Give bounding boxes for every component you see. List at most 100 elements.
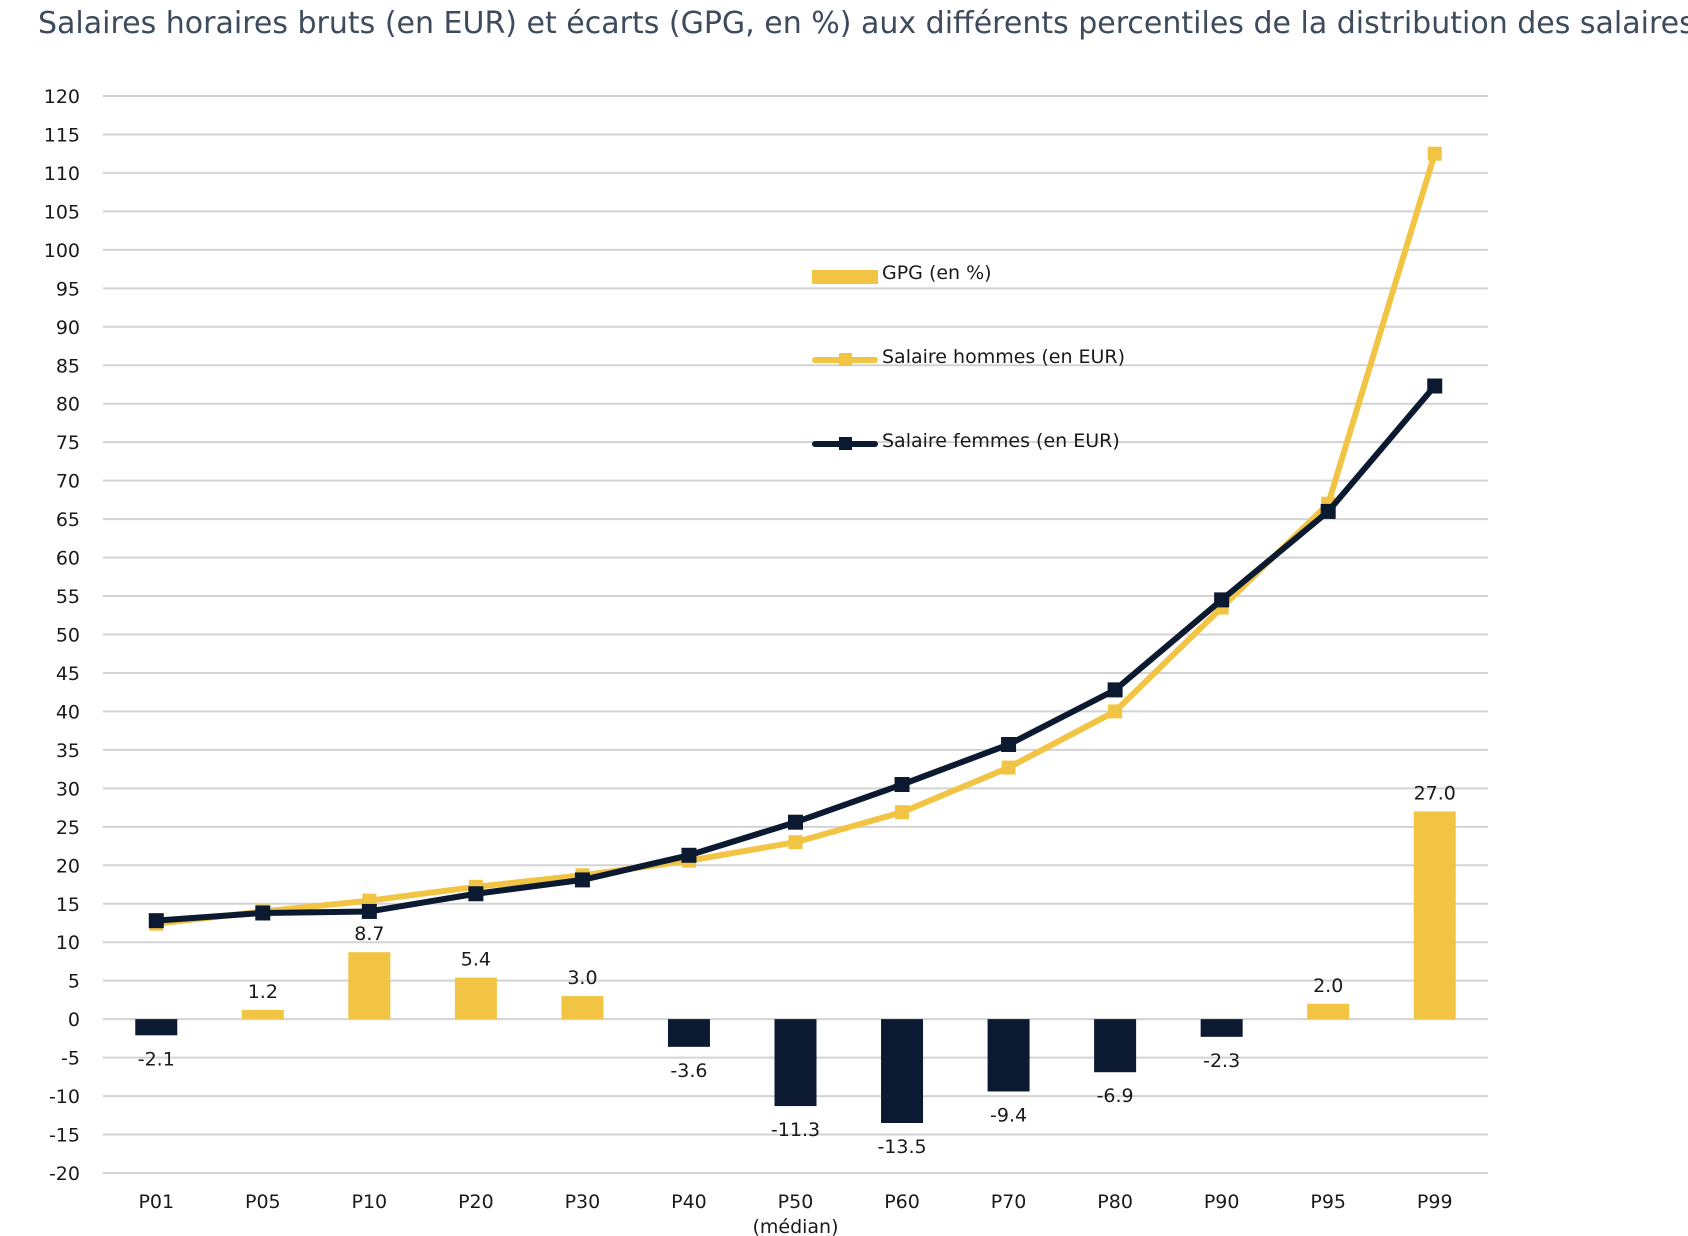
marker-hommes xyxy=(788,835,803,850)
gpg-data-label: -2.1 xyxy=(138,1048,175,1070)
gpg-data-label: -9.4 xyxy=(990,1104,1027,1126)
gpg-data-label: 8.7 xyxy=(354,923,384,945)
marker-femmes xyxy=(894,777,910,793)
salary-lines xyxy=(148,146,1443,931)
x-tick-label: P05 xyxy=(245,1191,281,1213)
x-tick-label: P99 xyxy=(1417,1191,1453,1213)
gpg-bar xyxy=(561,996,604,1020)
marker-hommes xyxy=(1427,146,1442,161)
marker-femmes xyxy=(255,905,271,921)
gpg-bars xyxy=(135,811,1456,1123)
gpg-data-label: 2.0 xyxy=(1313,975,1343,997)
marker-femmes xyxy=(1107,682,1123,698)
x-tick-label: P70 xyxy=(991,1191,1027,1213)
gpg-data-label: 5.4 xyxy=(461,949,491,971)
y-tick-label: 45 xyxy=(56,663,80,685)
gpg-bar xyxy=(348,952,391,1020)
y-tick-label: 20 xyxy=(56,855,80,877)
gpg-bar xyxy=(454,977,497,1020)
marker-femmes xyxy=(148,913,164,929)
gpg-data-label: 27.0 xyxy=(1414,782,1456,804)
marker-femmes xyxy=(788,814,803,830)
y-tick-label: 0 xyxy=(68,1009,80,1031)
legend-item-femmes: Salaire femmes (en EUR) xyxy=(812,430,1232,514)
marker-hommes xyxy=(1001,760,1016,775)
x-tick-label: P50 xyxy=(778,1191,814,1213)
y-tick-label: 30 xyxy=(56,778,80,800)
y-tick-label: 5 xyxy=(68,971,80,993)
gpg-data-label: 1.2 xyxy=(248,981,278,1003)
marker-femmes xyxy=(1320,503,1336,519)
y-tick-label: -5 xyxy=(61,1048,80,1070)
gpg-data-label: -6.9 xyxy=(1097,1085,1134,1107)
y-tick-label: 75 xyxy=(56,432,80,454)
x-tick-label: P60 xyxy=(884,1191,920,1213)
gpg-bar xyxy=(241,1009,284,1020)
x-tick-label: P40 xyxy=(671,1191,707,1213)
legend: GPG (en %) Salaire hommes (en EUR) Salai… xyxy=(812,262,1232,514)
y-tick-label: 95 xyxy=(56,278,80,300)
y-tick-label: 15 xyxy=(56,894,80,916)
y-tick-label: -10 xyxy=(49,1086,80,1108)
gpg-data-label: -11.3 xyxy=(771,1119,820,1141)
x-tick-label: P10 xyxy=(352,1191,388,1213)
y-tick-label: 55 xyxy=(56,586,80,608)
marker-femmes xyxy=(468,886,484,902)
y-tick-label: 60 xyxy=(56,548,80,570)
gpg-bar xyxy=(135,1019,178,1036)
gpg-bar xyxy=(774,1019,817,1107)
y-tick-label: 65 xyxy=(56,509,80,531)
y-axis-tick-labels: 1201151101051009590858075706560555045403… xyxy=(44,86,80,1185)
y-tick-label: 105 xyxy=(44,201,80,223)
legend-item-hommes: Salaire hommes (en EUR) xyxy=(812,346,1232,430)
x-tick-label: P95 xyxy=(1310,1191,1346,1213)
marker-femmes xyxy=(681,847,697,863)
legend-hommes-swatch xyxy=(812,353,878,368)
y-tick-label: -20 xyxy=(49,1163,80,1185)
y-tick-label: 120 xyxy=(44,86,80,108)
x-tick-label: P30 xyxy=(565,1191,601,1213)
legend-hommes-label: Salaire hommes (en EUR) xyxy=(882,346,1126,368)
marker-femmes xyxy=(1001,737,1017,753)
gpg-bar xyxy=(667,1019,710,1047)
gpg-bar-labels: -2.1 1.2 8.7 5.4 3.0 -3.6 -11.3 -13.5 -9.4 -6.9 -2… xyxy=(138,782,1456,1158)
y-tick-label: 70 xyxy=(56,471,80,493)
gpg-bar xyxy=(1200,1019,1243,1037)
y-tick-label: 90 xyxy=(56,317,80,339)
y-tick-label: 10 xyxy=(56,932,80,954)
gpg-data-label: -2.3 xyxy=(1203,1050,1240,1072)
x-axis-tick-labels: P01 P05 P10 P20 P30 P40 P50 (médian) P60 P70 P80 P9… xyxy=(138,1191,1452,1236)
x-tick-label: P20 xyxy=(458,1191,494,1213)
gpg-bar xyxy=(1307,1003,1350,1020)
y-tick-label: 115 xyxy=(44,124,80,146)
x-tick-label: P80 xyxy=(1097,1191,1133,1213)
y-tick-label: 110 xyxy=(44,163,80,185)
gpg-data-label: -3.6 xyxy=(670,1060,707,1082)
y-tick-label: 80 xyxy=(56,394,80,416)
legend-femmes-swatch xyxy=(812,437,878,452)
x-tick-label: P01 xyxy=(138,1191,174,1213)
gpg-bar xyxy=(881,1019,924,1123)
marker-femmes xyxy=(1427,378,1443,394)
legend-gpg-label: GPG (en %) xyxy=(882,262,992,284)
chart-title: Salaires horaires bruts (en EUR) et écar… xyxy=(38,6,1688,41)
marker-femmes xyxy=(574,872,590,888)
legend-item-gpg: GPG (en %) xyxy=(812,262,1232,346)
marker-hommes xyxy=(895,805,910,820)
gpg-data-label: 3.0 xyxy=(567,967,597,989)
y-tick-label: -15 xyxy=(49,1125,80,1147)
grid-lines xyxy=(103,95,1488,1174)
marker-femmes xyxy=(1214,592,1230,608)
y-tick-label: 35 xyxy=(56,740,80,762)
legend-gpg-swatch xyxy=(812,270,878,284)
line-hommes xyxy=(155,152,1438,927)
gpg-bar xyxy=(1094,1019,1137,1073)
y-tick-label: 25 xyxy=(56,817,80,839)
marker-femmes xyxy=(361,903,377,919)
gpg-bar xyxy=(1413,811,1456,1020)
marker-hommes xyxy=(1108,704,1123,719)
y-tick-label: 40 xyxy=(56,701,80,723)
y-tick-label: 100 xyxy=(44,240,80,262)
gpg-bar xyxy=(987,1019,1030,1092)
